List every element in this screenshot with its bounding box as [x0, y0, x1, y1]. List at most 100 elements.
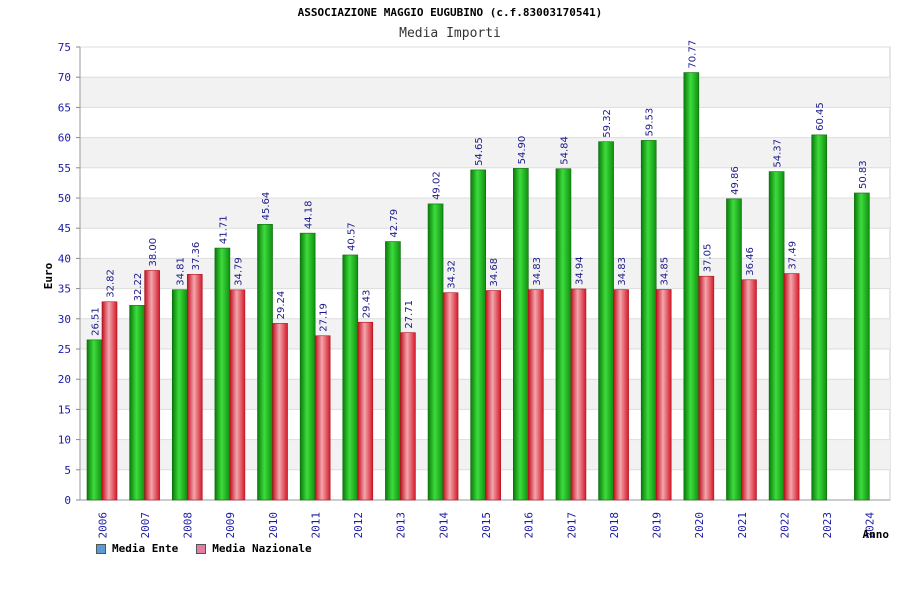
data-label: 44.18	[304, 201, 315, 230]
data-label: 41.71	[218, 215, 229, 244]
bar-media-nazionale	[101, 301, 118, 501]
bar-media-nazionale	[698, 275, 715, 501]
data-label: 34.83	[532, 257, 543, 286]
legend-swatch-nazionale	[196, 543, 207, 554]
data-label: 40.57	[346, 222, 357, 251]
x-tick-label: 2008	[182, 512, 195, 539]
data-label: 37.05	[702, 244, 713, 273]
bar-media-ente	[299, 232, 316, 501]
bar-media-nazionale	[783, 273, 800, 501]
bar-media-ente	[811, 134, 828, 501]
legend-label-nazionale: Media Nazionale	[212, 542, 312, 555]
y-tick-label: 0	[64, 494, 71, 507]
bar-media-ente	[86, 339, 103, 501]
y-tick-label: 70	[58, 71, 71, 84]
data-labels: 26.51 32.82 32.22 38.00 34.81 37.36 41.71 34.79…	[91, 40, 869, 336]
grid-band	[80, 137, 890, 168]
x-tick-label: 2024	[864, 512, 877, 539]
bar-media-ente	[214, 247, 231, 501]
x-tick-label: 2017	[565, 512, 578, 539]
y-tick-label: 60	[58, 132, 71, 145]
legend-item-nazionale: Media Nazionale	[196, 542, 312, 555]
y-tick-label: 65	[58, 101, 71, 114]
data-label: 54.37	[773, 139, 784, 168]
bar-media-nazionale	[613, 289, 629, 501]
grid-band	[80, 77, 890, 108]
data-label: 34.68	[489, 258, 500, 287]
x-tick-label: 2006	[96, 512, 109, 539]
y-tick-label: 35	[58, 283, 71, 296]
data-label: 60.45	[815, 102, 826, 131]
y-tick-label: 5	[64, 464, 71, 477]
y-axis-label: Euro	[42, 262, 55, 289]
bar-media-ente	[171, 289, 188, 501]
y-tick-label: 10	[58, 434, 71, 447]
bar-media-ente	[768, 171, 785, 501]
data-label: 26.51	[91, 307, 102, 336]
bar-media-nazionale	[229, 289, 246, 501]
data-label: 54.84	[559, 136, 570, 165]
y-tick-label: 20	[58, 373, 71, 386]
bar-media-ente	[129, 305, 145, 501]
data-label: 32.22	[133, 273, 144, 302]
data-label: 34.79	[233, 257, 244, 286]
data-label: 50.83	[858, 160, 869, 189]
x-tick-label: 2011	[309, 512, 322, 539]
data-label: 34.81	[176, 257, 187, 286]
bar-media-ente	[555, 168, 572, 501]
data-label: 54.90	[517, 136, 528, 165]
bar-media-ente	[513, 168, 529, 501]
legend-label-ente: Media Ente	[112, 542, 179, 555]
bar-media-nazionale	[186, 274, 203, 501]
bar-media-ente	[470, 169, 486, 501]
x-tick-label: 2014	[437, 512, 450, 539]
legend-swatch-ente	[96, 543, 106, 554]
bar-media-nazionale	[400, 332, 416, 501]
x-tick-label: 2007	[139, 512, 152, 539]
legend: Media Ente Media Nazionale	[96, 542, 312, 555]
bar-media-ente	[257, 224, 273, 501]
bar-media-nazionale	[272, 323, 288, 501]
data-label: 49.02	[432, 171, 443, 200]
data-label: 59.32	[602, 109, 613, 138]
y-tick-label: 55	[58, 162, 71, 175]
legend-item-ente: Media Ente	[96, 542, 178, 555]
bar-media-nazionale	[144, 270, 160, 501]
x-axis-label: Anno	[863, 528, 890, 541]
data-label: 54.65	[474, 137, 485, 166]
bar-media-ente	[385, 241, 401, 501]
y-tick-label: 45	[58, 222, 71, 235]
x-tick-label: 2019	[651, 512, 664, 539]
chart-subtitle: Media Importi	[399, 26, 501, 41]
data-label: 34.85	[660, 257, 671, 286]
bar-media-ente	[683, 72, 700, 501]
x-tick-labels: 2006 2007 2008 2009 2010 2011 2012 2013 2014 2015…	[96, 512, 876, 539]
bars	[86, 72, 870, 501]
bar-media-nazionale	[655, 289, 672, 501]
data-label: 27.71	[404, 300, 415, 329]
x-tick-label: 2023	[821, 512, 834, 539]
x-tick-label: 2016	[523, 512, 536, 539]
data-label: 42.79	[389, 209, 400, 238]
bar-media-nazionale	[357, 321, 374, 501]
data-label: 38.00	[148, 238, 159, 267]
data-label: 29.24	[276, 291, 287, 320]
data-label: 27.19	[319, 303, 330, 332]
y-tick-label: 15	[58, 403, 71, 416]
x-tick-label: 2021	[736, 512, 749, 539]
x-tick-label: 2020	[693, 512, 706, 539]
bar-media-ente	[427, 203, 444, 501]
chart-title: ASSOCIAZIONE MAGGIO EUGUBINO (c.f.830031…	[297, 6, 603, 19]
data-label: 34.94	[574, 256, 585, 285]
data-label: 37.36	[191, 242, 202, 271]
bar-media-nazionale	[741, 279, 757, 501]
x-tick-label: 2015	[480, 512, 493, 539]
y-tick-label: 30	[58, 313, 71, 326]
bar-media-nazionale	[485, 290, 501, 501]
x-tick-label: 2022	[778, 512, 791, 539]
bar-media-nazionale	[570, 288, 587, 501]
data-label: 45.64	[261, 192, 272, 221]
bar-media-ente	[726, 198, 742, 501]
y-tick-label: 50	[58, 192, 71, 205]
